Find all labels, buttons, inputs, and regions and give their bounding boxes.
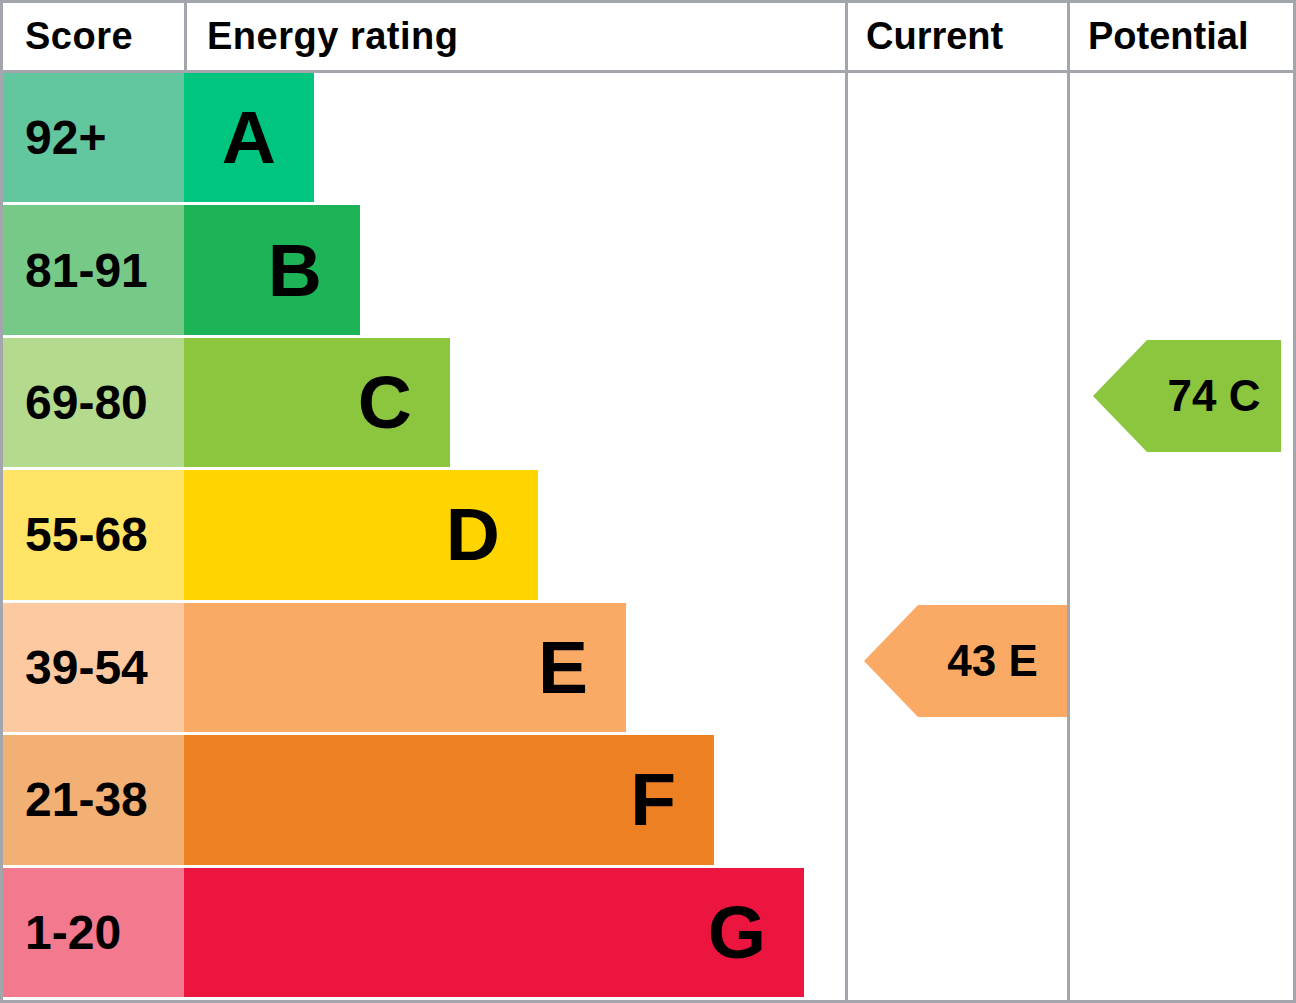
rating-bar-c: C [184,338,450,467]
rating-bands: 92+A81-91B69-80C55-68D39-54E21-38F1-20G [3,73,845,1000]
table-header-row: Score Energy rating [3,3,845,73]
potential-column-body: 74 C [1070,73,1293,1000]
rating-bar-b: B [184,205,360,334]
rating-bar-g: G [184,868,804,997]
band-row-b: 81-91B [3,205,845,337]
score-column-header: Score [3,3,184,70]
energy-rating-column-header: Energy rating [184,3,845,70]
rating-bar-a: A [184,73,314,202]
potential-column-header: Potential [1070,3,1293,73]
score-range-f: 21-38 [3,735,184,864]
band-row-c: 69-80C [3,338,845,470]
rating-bar-d: D [184,470,538,599]
potential-rating-arrow-label: 74 C [1168,371,1261,421]
rating-bar-e: E [184,603,626,732]
current-column: Current 43 E [845,3,1067,1000]
rating-bar-f: F [184,735,714,864]
current-rating-arrow: 43 E [864,605,1067,717]
score-range-b: 81-91 [3,205,184,334]
band-row-g: 1-20G [3,868,845,1000]
band-row-f: 21-38F [3,735,845,867]
score-range-d: 55-68 [3,470,184,599]
score-range-g: 1-20 [3,868,184,997]
current-rating-arrow-label: 43 E [947,636,1038,686]
score-range-c: 69-80 [3,338,184,467]
epc-rating-chart: Score Energy rating 92+A81-91B69-80C55-6… [0,0,1296,1003]
band-row-d: 55-68D [3,470,845,602]
score-and-rating-section: Score Energy rating 92+A81-91B69-80C55-6… [3,3,845,1000]
current-column-header: Current [848,3,1067,73]
band-row-a: 92+A [3,73,845,205]
band-row-e: 39-54E [3,603,845,735]
potential-column: Potential 74 C [1067,3,1293,1000]
potential-rating-arrow: 74 C [1093,340,1281,452]
current-column-body: 43 E [848,73,1067,1000]
score-range-a: 92+ [3,73,184,202]
score-range-e: 39-54 [3,603,184,732]
